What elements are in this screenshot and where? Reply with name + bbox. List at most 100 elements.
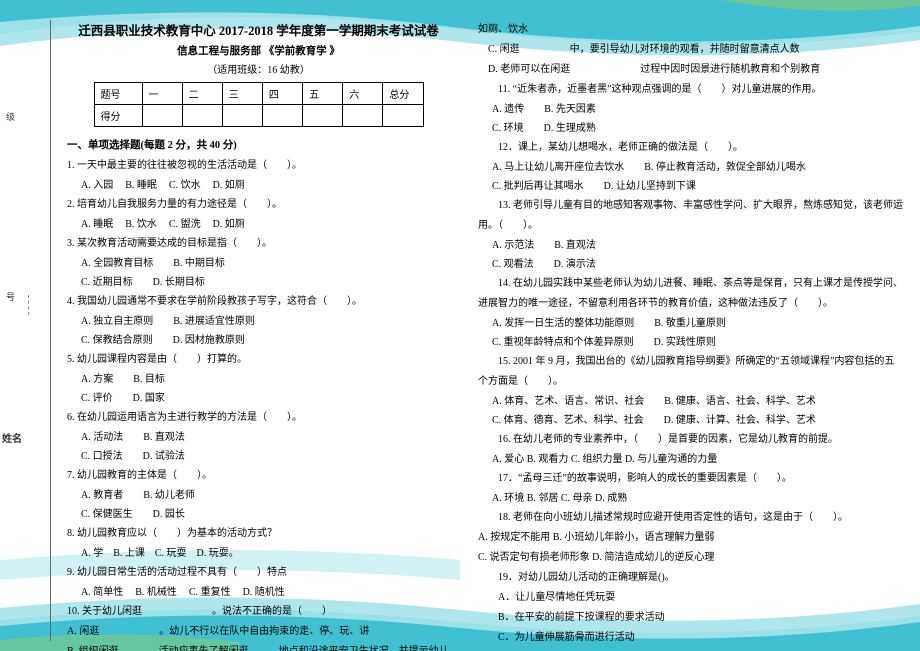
option: A. 教育者 bbox=[81, 486, 123, 505]
option-line: A. 马上让幼儿离开座位去饮水B. 停止教育活动，敦促全部幼儿喝水 bbox=[478, 158, 860, 177]
option-line: A. 爱心 B. 观看力 C. 组织力量 D. 与儿童沟通的力量 bbox=[478, 450, 860, 469]
option: A. 发挥一日生活的整体功能原则 bbox=[492, 314, 634, 333]
option: B. 健康、语言、社会、科学、艺术 bbox=[664, 392, 816, 411]
option: C. 口授法 bbox=[81, 447, 123, 466]
option: A. 环境 B. 邻居 C. 母亲 D. 成熟 bbox=[492, 489, 627, 508]
option: B. 停止教育活动，敦促全部幼儿喝水 bbox=[644, 158, 806, 177]
table-row: 题号 一 二 三 四 五 六 总分 bbox=[94, 83, 423, 105]
question-line: A．让儿童尽情地任凭玩耍 bbox=[478, 588, 860, 607]
question-line: 6. 在幼儿园运用语言为主进行教学的方法是（ ）。 bbox=[67, 408, 450, 427]
option: C. 观看法 bbox=[492, 255, 534, 274]
question-line: 5. 幼儿园课程内容是由（ ）打算的。 bbox=[67, 350, 450, 369]
question-line: 8. 幼儿园教育应以（ ）为基本的活动方式？ bbox=[67, 524, 450, 543]
option: D. 如厕 bbox=[213, 176, 245, 195]
exam-subtitle: 信息工程与服务部 《学前教育学 》 bbox=[67, 43, 450, 58]
option: C. 评价 bbox=[81, 389, 113, 408]
question-line: 4. 我国幼儿园通常不要求在学前阶段教孩子写字，这符合（ ）。 bbox=[67, 292, 450, 311]
option-line: A. 睡眠B. 饮水C. 盥洗D. 如厕 bbox=[67, 215, 450, 234]
question-line: 10. 关于幼儿闲逛 。说法不正确的是（ ） bbox=[67, 602, 450, 621]
question-line: 17．“孟母三迁”的故事说明，影响人的成长的重要因素是（ ）。 bbox=[478, 469, 860, 488]
option: D. 实践性原则 bbox=[654, 333, 716, 352]
option: D. 试验法 bbox=[143, 447, 185, 466]
option-line: C. 观看法D. 演示法 bbox=[478, 255, 860, 274]
option-line: C. 口授法 D. 试验法 bbox=[67, 447, 450, 466]
option: B. 直观法 bbox=[554, 236, 596, 255]
cell bbox=[182, 105, 222, 127]
option: C. 重视年龄特点和个体差异原则 bbox=[492, 333, 634, 352]
option: C. 保教结合原则 bbox=[81, 331, 153, 350]
option-line: C. 保教结合原则 D. 因材施教原则 bbox=[67, 331, 450, 350]
option: A. 全园教育目标 bbox=[81, 254, 153, 273]
right-column: 如厕、饮水 C. 闲逛 中，要引导幼儿对环境的观看，并随时留意清点人数 D. 老… bbox=[460, 20, 870, 641]
option: C. 近期目标 bbox=[81, 273, 133, 292]
question-line: C. 闲逛 中，要引导幼儿对环境的观看，并随时留意清点人数 bbox=[478, 40, 860, 59]
table-row: 得分 bbox=[94, 105, 423, 127]
option: C. 保健医生 bbox=[81, 505, 133, 524]
option-line: C. 评价D. 国家 bbox=[67, 389, 450, 408]
option-line: A. 独立自主原则 B. 进展适宜性原则 bbox=[67, 312, 450, 331]
option: A. 独立自主原则 bbox=[81, 312, 153, 331]
left-column: 迁西县职业技术教育中心 2017-2018 学年度第一学期期末考试试卷 信息工程… bbox=[50, 20, 460, 641]
exam-classline: （适用班级：16 幼教） bbox=[67, 61, 450, 76]
option-line: A. 发挥一日生活的整体功能原则 B. 敬重儿童原则 bbox=[478, 314, 860, 333]
option: A. 体育、艺术、语言、常识、社会 bbox=[492, 392, 644, 411]
option: C. 体育、德育、艺术、科学、社会 bbox=[492, 411, 644, 430]
question-line: 3. 某次教育活动需要达成的目标是指（ ）。 bbox=[67, 234, 450, 253]
option: A. 学 B. 上课 C. 玩耍 D. 玩耍。 bbox=[81, 544, 239, 563]
option: A. 入园 bbox=[81, 176, 113, 195]
option: D. 因材施教原则 bbox=[173, 331, 245, 350]
option-line: A. 简单性B. 机械性C. 重复性D. 随机性 bbox=[67, 583, 450, 602]
cell: 四 bbox=[262, 83, 302, 105]
question-line: 12．课上，某幼儿想喝水，老师正确的做法是（ ）。 bbox=[478, 138, 860, 157]
option-line: A. 全园教育目标 B. 中期目标 bbox=[67, 254, 450, 273]
cell bbox=[262, 105, 302, 127]
option: D. 随机性 bbox=[243, 583, 285, 602]
question-line: 19．对幼儿园幼儿活动的正确理解是()。 bbox=[478, 568, 860, 587]
page: 迁西县职业技术教育中心 2017-2018 学年度第一学期期末考试试卷 信息工程… bbox=[0, 0, 920, 651]
option: D. 健康、计算、社会、科学、艺术 bbox=[664, 411, 816, 430]
option: A. 睡眠 bbox=[81, 215, 113, 234]
option: C. 重复性 bbox=[189, 583, 231, 602]
option-line: C. 体育、德育、艺术、科学、社会 D. 健康、计算、社会、科学、艺术 bbox=[478, 411, 860, 430]
option: A. 爱心 B. 观看力 C. 组织力量 D. 与儿童沟通的力量 bbox=[492, 450, 717, 469]
option: C. 批判后再让其喝水 bbox=[492, 177, 584, 196]
option-line: A. 体育、艺术、语言、常识、社会 B. 健康、语言、社会、科学、艺术 bbox=[478, 392, 860, 411]
question-line: 14. 在幼儿园实践中某些老师认为幼儿进餐、睡眠、茶点等是保育，只有上课才是传授… bbox=[478, 274, 860, 293]
question-line: 13. 老师引导儿童有目的地感知客观事物、丰富感性学问、扩大眼界，熬炼感知觉，该… bbox=[478, 196, 860, 215]
option-line: A. 示范法B. 直观法 bbox=[478, 236, 860, 255]
option-line: A. 活动法B. 直观法 bbox=[67, 428, 450, 447]
score-table: 题号 一 二 三 四 五 六 总分 得分 bbox=[94, 82, 424, 127]
left-body: 1. 一天中最主要的往往被忽视的生活活动是（ ）。A. 入园B. 睡眠C. 饮水… bbox=[67, 156, 450, 651]
option: D. 生理成熟 bbox=[544, 119, 596, 138]
section-1-head: 一、单项选择题(每题 2 分，共 40 分) bbox=[67, 137, 450, 152]
option: D. 长期目标 bbox=[153, 273, 205, 292]
cell: 得分 bbox=[94, 105, 142, 127]
cell: 二 bbox=[182, 83, 222, 105]
question-line: A. 按规定不能用 B. 小班幼儿年龄小，语言理解力量弱 bbox=[478, 528, 860, 547]
option-line: A. 学 B. 上课 C. 玩耍 D. 玩耍。 bbox=[67, 544, 450, 563]
exam-title: 迁西县职业技术教育中心 2017-2018 学年度第一学期期末考试试卷 bbox=[67, 20, 450, 39]
question-line: C．为儿童伸展筋骨而进行活动 bbox=[478, 628, 860, 647]
cell bbox=[383, 105, 423, 127]
question-line: 16. 在幼儿老师的专业素养中，（ ）是首要的因素，它是幼儿教育的前提。 bbox=[478, 430, 860, 449]
option: D. 园长 bbox=[153, 505, 185, 524]
option-line: C. 保健医生 D. 园长 bbox=[67, 505, 450, 524]
right-body: 如厕、饮水 C. 闲逛 中，要引导幼儿对环境的观看，并随时留意清点人数 D. 老… bbox=[478, 20, 860, 651]
option: B. 进展适宜性原则 bbox=[173, 312, 255, 331]
option-line: A. 教育者B. 幼儿老师 bbox=[67, 486, 450, 505]
option: C. 盥洗 bbox=[169, 215, 201, 234]
question-line: 如厕、饮水 bbox=[478, 20, 860, 39]
option: A. 简单性 bbox=[81, 583, 123, 602]
option: B. 中期目标 bbox=[173, 254, 225, 273]
option-line: C. 重视年龄特点和个体差异原则 D. 实践性原则 bbox=[478, 333, 860, 352]
cell: 五 bbox=[303, 83, 343, 105]
option: A. 方案 bbox=[81, 370, 113, 389]
cell bbox=[343, 105, 383, 127]
question-line: D. 老师可以在闲逛 过程中因时因景进行随机教育和个别教育 bbox=[478, 60, 860, 79]
option: B. 直观法 bbox=[143, 428, 185, 447]
option: B. 睡眠 bbox=[125, 176, 157, 195]
option: B. 敬重儿童原则 bbox=[654, 314, 726, 333]
cell bbox=[222, 105, 262, 127]
question-line: 9. 幼儿园日常生活的活动过程不具有（ ）特点 bbox=[67, 563, 450, 582]
cell: 总分 bbox=[383, 83, 423, 105]
